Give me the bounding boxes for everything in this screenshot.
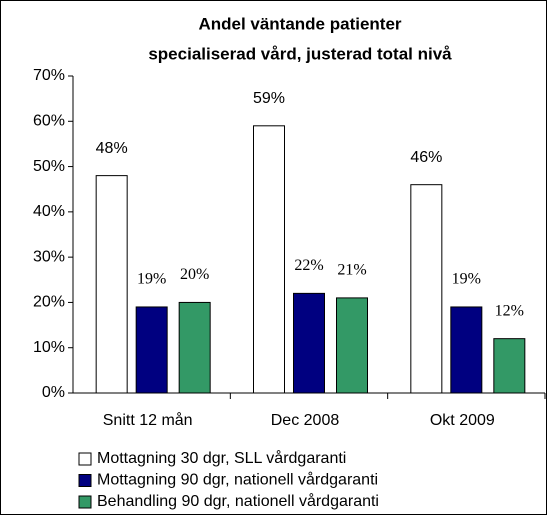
y-tick-label: 30% bbox=[33, 248, 65, 265]
y-tick-label: 0% bbox=[42, 384, 65, 401]
y-tick-label: 10% bbox=[33, 339, 65, 356]
legend-swatch bbox=[78, 452, 92, 466]
bar bbox=[135, 306, 168, 394]
chart-title: specialiserad vård, justerad total nivå bbox=[148, 44, 452, 63]
bar bbox=[178, 301, 211, 394]
data-label: 20% bbox=[180, 266, 209, 283]
data-label: 46% bbox=[410, 149, 442, 166]
data-label: 59% bbox=[253, 90, 285, 107]
data-label: 12% bbox=[495, 302, 524, 319]
legend-swatch bbox=[78, 474, 92, 487]
x-tick-label: Okt 2009 bbox=[430, 412, 495, 429]
legend-label: Mottagning 30 dgr, SLL vårdgaranti bbox=[97, 449, 346, 467]
bar bbox=[253, 125, 285, 394]
y-tick-label: 50% bbox=[33, 158, 65, 175]
bar bbox=[410, 184, 443, 394]
data-label: 21% bbox=[337, 262, 366, 279]
bar bbox=[293, 292, 325, 394]
bar bbox=[336, 297, 368, 394]
legend-label: Behandling 90 dgr, nationell vårdgaranti bbox=[97, 492, 379, 510]
bar bbox=[450, 306, 483, 394]
bar bbox=[493, 338, 526, 394]
y-tick-label: 60% bbox=[33, 113, 65, 130]
data-label: 22% bbox=[294, 257, 323, 274]
legend-swatch bbox=[78, 495, 92, 509]
y-tick-label: 70% bbox=[33, 67, 65, 84]
data-label: 19% bbox=[137, 271, 166, 288]
x-tick-label: Dec 2008 bbox=[271, 412, 340, 429]
legend-label: Mottagning 90 dgr, nationell vårdgaranti bbox=[97, 471, 378, 489]
data-label: 19% bbox=[452, 271, 481, 288]
chart-title: Andel väntande patienter bbox=[198, 14, 401, 33]
data-label: 48% bbox=[96, 140, 128, 157]
y-tick-label: 40% bbox=[33, 203, 65, 220]
y-tick-label: 20% bbox=[33, 294, 65, 311]
bar bbox=[95, 175, 128, 394]
x-tick-label: Snitt 12 mån bbox=[103, 411, 193, 429]
